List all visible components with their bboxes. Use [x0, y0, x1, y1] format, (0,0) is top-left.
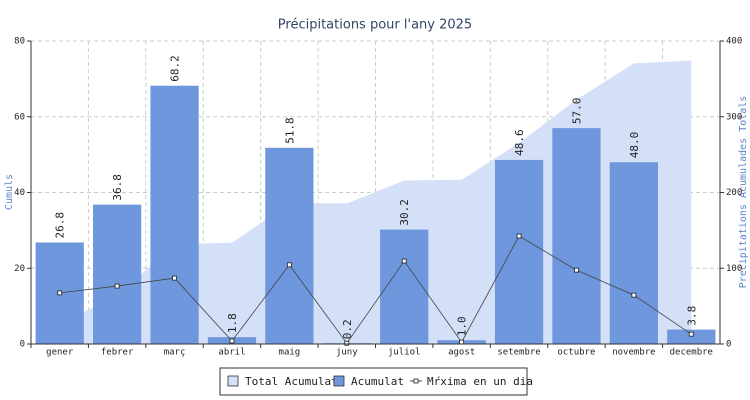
bar-value-label: 0.2	[341, 319, 354, 339]
line-marker	[229, 338, 235, 344]
bar	[150, 85, 199, 344]
bar	[93, 204, 142, 344]
bar	[667, 329, 716, 344]
y2-tick-label: 100	[726, 264, 742, 274]
legend-marker	[413, 378, 419, 384]
y-tick-label: 80	[14, 37, 25, 47]
line-marker	[401, 258, 407, 264]
bar-value-label: 68.2	[169, 55, 182, 82]
x-tick-label: novembre	[612, 348, 655, 358]
chart-title: Précipitations pour l'any 2025	[278, 18, 472, 33]
y-tick-label: 20	[14, 264, 25, 274]
y-tick-label: 0	[20, 340, 25, 350]
y-tick-label: 40	[14, 188, 25, 198]
legend-label: Mŕxima en un dia	[427, 375, 533, 388]
y-tick-label: 60	[14, 112, 25, 122]
bar	[380, 229, 429, 344]
x-tick-label: juliol	[388, 348, 421, 358]
line-marker	[172, 275, 177, 281]
bar-value-label: 1.8	[226, 313, 239, 333]
y2-tick-label: 300	[726, 112, 742, 122]
bar	[552, 128, 601, 344]
line-marker	[516, 233, 522, 239]
x-tick-label: agost	[448, 348, 475, 358]
y2-tick-label: 0	[726, 340, 731, 350]
line	[59, 235, 692, 344]
x-tick-label: abril	[218, 348, 245, 358]
bar	[265, 147, 314, 344]
y2-tick-label: 200	[726, 188, 742, 198]
bar	[494, 159, 544, 344]
bar-value-label: 3.8	[685, 306, 698, 326]
bar-value-label: 36.8	[111, 174, 124, 201]
line-marker	[286, 262, 292, 268]
line-marker	[114, 283, 120, 289]
x-tick-label: maig	[279, 348, 301, 358]
x-tick-label: març	[164, 348, 186, 358]
y2-axis-title: Precipitations Acumulades Totals	[738, 96, 749, 289]
legend-box	[219, 367, 528, 396]
line-marker	[631, 292, 637, 298]
x-tick-label: febrer	[101, 348, 134, 358]
bar-value-label: 48.0	[628, 132, 641, 159]
line-marker	[574, 267, 579, 273]
x-tick-label: juny	[336, 348, 358, 358]
bar-value-label: 26.8	[54, 212, 67, 239]
line-marker	[688, 331, 694, 337]
line-marker	[344, 340, 350, 346]
legend-swatch	[227, 375, 239, 387]
bar-value-label: 30.2	[398, 199, 411, 226]
legend-label: Acumulat	[351, 375, 404, 388]
bar-value-label: 57.0	[570, 98, 583, 125]
x-tick-label: gener	[46, 348, 74, 358]
legend-label: Total Acumulat	[245, 375, 338, 388]
bar-value-label: 1.0	[456, 316, 469, 336]
x-tick-label: decembre	[670, 348, 713, 358]
legend-swatch	[333, 375, 345, 387]
y-axis-title: Cumuls	[4, 174, 15, 210]
bar-value-label: 51.8	[283, 117, 296, 144]
bar-value-label: 48.6	[513, 129, 526, 156]
line-marker	[57, 290, 63, 296]
bar	[609, 162, 658, 344]
x-tick-label: octubre	[557, 348, 595, 358]
x-tick-label: setembre	[497, 348, 540, 358]
y2-tick-label: 400	[726, 37, 742, 47]
